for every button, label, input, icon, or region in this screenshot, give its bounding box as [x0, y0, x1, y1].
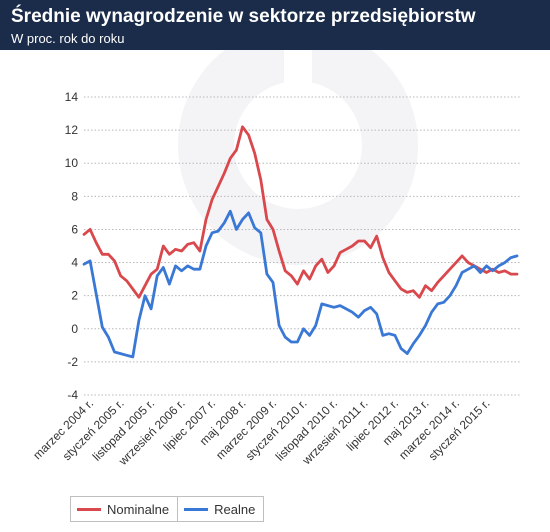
y-tick-label: 4	[71, 256, 78, 270]
y-tick-label: 6	[71, 222, 78, 236]
y-tick-label: 12	[65, 123, 79, 137]
legend-label-real: Realne	[214, 501, 256, 517]
legend-swatch-real	[184, 507, 209, 511]
series-line-realne	[82, 209, 519, 359]
chart-subtitle: W proc. rok do roku	[11, 31, 125, 46]
legend-swatch-nominal	[77, 507, 101, 511]
y-axis-labels: -4 -2 0 2 4 6 8 10 12 14	[65, 90, 79, 402]
y-tick-label: 10	[65, 156, 79, 170]
y-tick-label: -4	[67, 388, 78, 402]
legend: Nominalne Realne	[70, 496, 265, 522]
x-axis-labels: marzec 2004 r.styczeń 2005 r.listopad 20…	[30, 396, 492, 468]
y-tick-label: 2	[71, 289, 78, 303]
line-chart: -4 -2 0 2 4 6 8 10 12 14 marzec 2004 r.styczeń 20…	[30, 50, 520, 469]
y-tick-label: 8	[71, 189, 78, 203]
chart-header: Średnie wynagrodzenie w sektorze przedsi…	[0, 0, 550, 50]
series-line-nominalne	[82, 125, 519, 299]
y-tick-label: -2	[67, 355, 78, 369]
y-tick-label: 0	[71, 322, 78, 336]
chart-title: Średnie wynagrodzenie w sektorze przedsi…	[11, 6, 476, 27]
y-tick-label: 14	[65, 90, 79, 104]
series-lines	[82, 125, 519, 359]
legend-item-nominal[interactable]: Nominalne	[71, 497, 177, 521]
legend-label-nominal: Nominalne	[107, 501, 170, 517]
watermark-logo	[178, 50, 418, 265]
legend-item-real[interactable]: Realne	[177, 497, 263, 521]
